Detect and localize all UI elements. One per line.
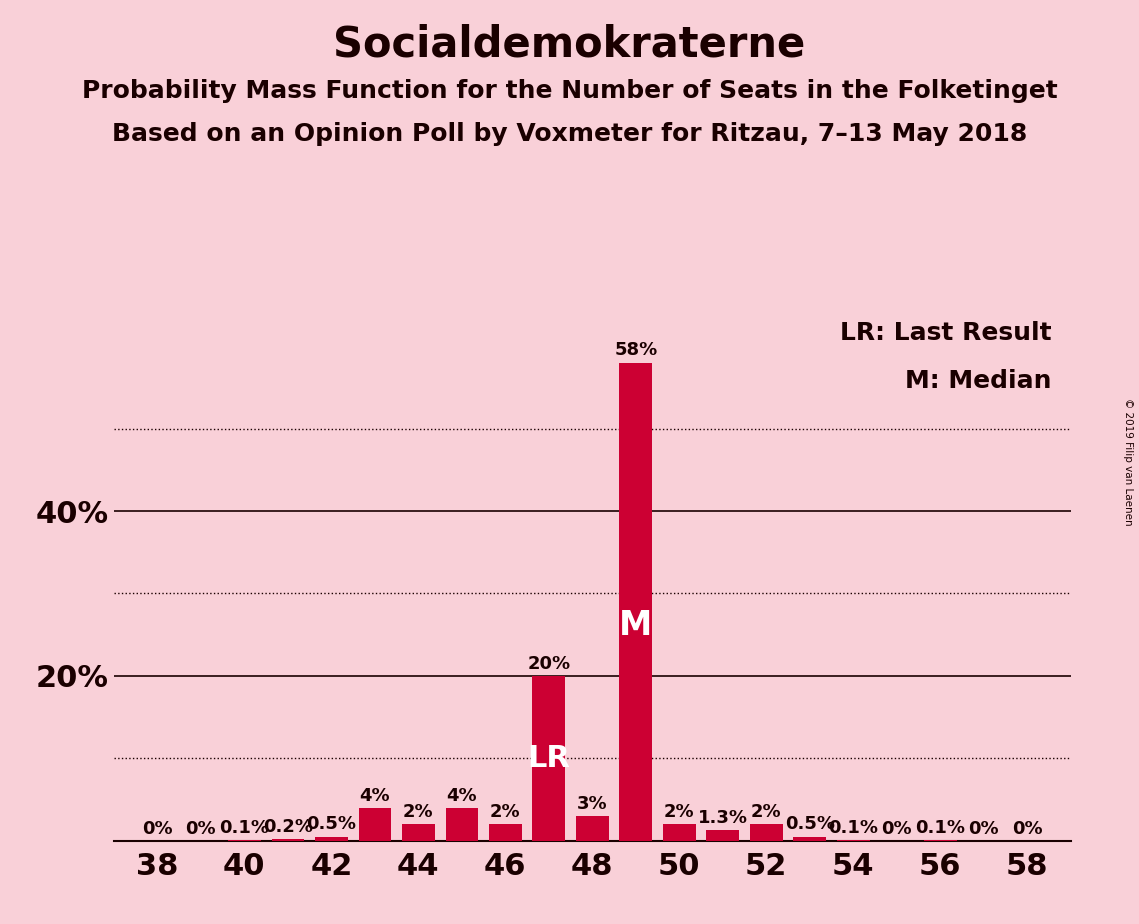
Text: LR: Last Result: LR: Last Result	[839, 321, 1051, 345]
Text: 0%: 0%	[882, 820, 912, 837]
Bar	[706, 830, 739, 841]
Bar	[620, 362, 653, 841]
Text: 0.1%: 0.1%	[828, 819, 878, 837]
Text: 2%: 2%	[751, 803, 781, 821]
Text: Socialdemokraterne: Socialdemokraterne	[334, 23, 805, 65]
Bar	[316, 837, 347, 841]
Text: 58%: 58%	[614, 341, 657, 359]
Bar	[359, 808, 391, 841]
Bar	[533, 676, 565, 841]
Text: 0%: 0%	[968, 820, 999, 837]
Bar	[271, 839, 304, 841]
Text: 20%: 20%	[527, 654, 571, 673]
Text: 3%: 3%	[577, 795, 607, 813]
Text: 2%: 2%	[403, 803, 434, 821]
Text: © 2019 Filip van Laenen: © 2019 Filip van Laenen	[1123, 398, 1133, 526]
Bar	[663, 824, 696, 841]
Bar	[445, 808, 478, 841]
Text: 0.1%: 0.1%	[916, 819, 965, 837]
Text: Based on an Opinion Poll by Voxmeter for Ritzau, 7–13 May 2018: Based on an Opinion Poll by Voxmeter for…	[112, 122, 1027, 146]
Text: M: M	[620, 609, 653, 642]
Bar	[576, 816, 608, 841]
Bar	[489, 824, 522, 841]
Text: 0.5%: 0.5%	[785, 815, 835, 833]
Text: 0%: 0%	[142, 820, 173, 837]
Text: 0.1%: 0.1%	[220, 819, 269, 837]
Text: 4%: 4%	[360, 786, 391, 805]
Text: LR: LR	[527, 744, 571, 772]
Text: M: Median: M: Median	[906, 370, 1051, 394]
Bar	[749, 824, 782, 841]
Text: 1.3%: 1.3%	[698, 808, 747, 827]
Bar	[402, 824, 435, 841]
Text: 2%: 2%	[664, 803, 695, 821]
Text: 0.5%: 0.5%	[306, 815, 357, 833]
Text: 0%: 0%	[1011, 820, 1042, 837]
Text: 0.2%: 0.2%	[263, 818, 313, 836]
Text: 4%: 4%	[446, 786, 477, 805]
Text: 2%: 2%	[490, 803, 521, 821]
Text: Probability Mass Function for the Number of Seats in the Folketinget: Probability Mass Function for the Number…	[82, 79, 1057, 103]
Bar	[794, 837, 826, 841]
Text: 0%: 0%	[186, 820, 216, 837]
